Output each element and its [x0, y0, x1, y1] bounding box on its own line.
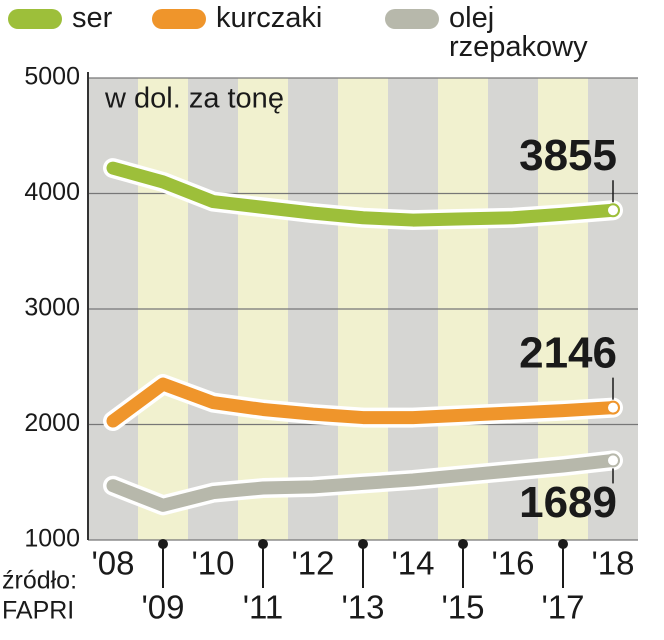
- y-tick-label: 5000: [24, 63, 80, 91]
- end-point: [606, 453, 620, 468]
- value-label: 3855: [519, 131, 617, 180]
- x-tick-label: '17: [541, 589, 584, 626]
- y-tick-label: 1000: [24, 525, 80, 553]
- x-tick-label: '15: [441, 589, 484, 626]
- value-label: 2146: [519, 328, 617, 377]
- x-tick-dot: [358, 539, 368, 549]
- x-tick-label: '16: [491, 545, 534, 582]
- x-tick-dot: [458, 539, 468, 549]
- x-tick-label: '08: [91, 545, 134, 582]
- x-tick-label: '12: [291, 545, 334, 582]
- x-tick-label: '18: [591, 545, 634, 582]
- y-tick-label: 3000: [24, 294, 80, 322]
- legend-label: olej rzepakowy: [449, 2, 588, 63]
- source-label: źródło:: [2, 567, 77, 595]
- x-tick-label: '09: [141, 589, 184, 626]
- y-tick-label: 2000: [24, 409, 80, 437]
- x-tick-label: '13: [341, 589, 384, 626]
- y-tick-label: 4000: [24, 178, 80, 206]
- x-tick-label: '10: [191, 545, 234, 582]
- end-point: [606, 400, 620, 415]
- x-tick-label: '11: [243, 589, 284, 626]
- legend-label: kurczaki: [216, 2, 323, 34]
- unit-annotation: w dol. za tonę: [104, 83, 284, 115]
- x-tick-label: '14: [391, 545, 434, 582]
- legend-swatch: [385, 9, 439, 29]
- x-tick-dot: [558, 539, 568, 549]
- series-line: [106, 453, 620, 512]
- legend-label: ser: [72, 2, 113, 34]
- series-line: [106, 377, 620, 428]
- x-tick-dot: [158, 539, 168, 549]
- legend-swatch: [152, 9, 206, 29]
- legend-swatch: [8, 9, 62, 29]
- value-label: 1689: [519, 478, 617, 527]
- end-point: [606, 203, 620, 218]
- source: FAPRI: [2, 597, 74, 625]
- x-tick-dot: [258, 539, 268, 549]
- series-line: [106, 161, 620, 227]
